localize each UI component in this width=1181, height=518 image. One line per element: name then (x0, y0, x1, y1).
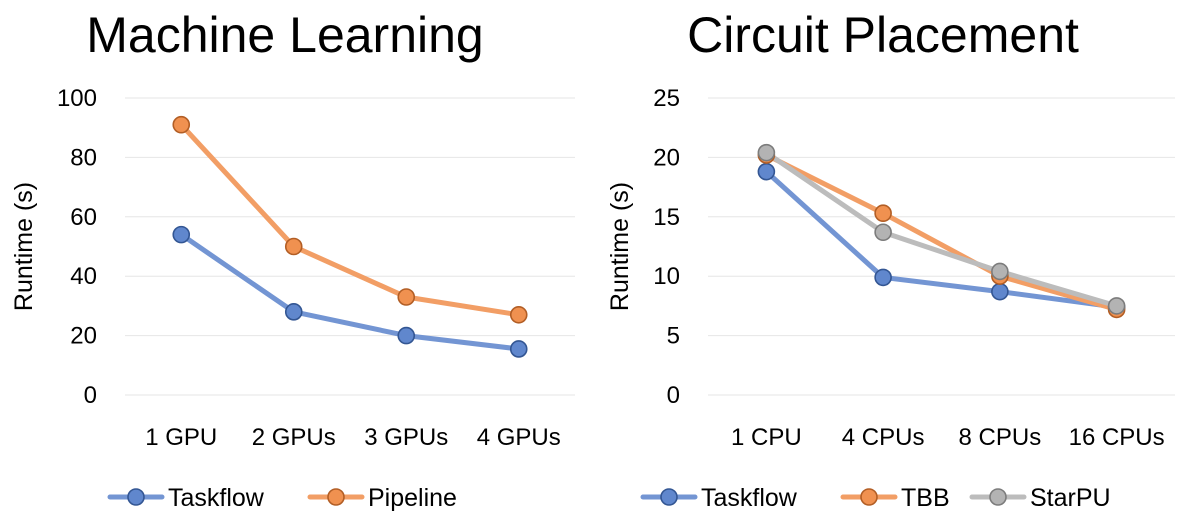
legend-entry-tbb: TBB (840, 484, 950, 512)
data-point-taskflow (172, 225, 191, 244)
data-point-pipeline (172, 115, 191, 134)
series-line-taskflow (178, 232, 522, 352)
data-point-taskflow (509, 340, 528, 358)
y-tick-label: 40 (70, 263, 97, 290)
legend-entry-pipeline: Pipeline (307, 484, 457, 512)
y-tick-label: 60 (70, 204, 97, 231)
legend-entry-taskflow: Taskflow (107, 484, 265, 512)
data-point-pipeline (397, 288, 416, 306)
data-point-taskflow (397, 326, 416, 345)
legend-label: Taskflow (168, 484, 265, 512)
legend-label: Pipeline (368, 484, 457, 512)
data-point-pipeline (284, 237, 303, 256)
data-point-taskflow (757, 162, 776, 181)
data-point-taskflow (991, 282, 1009, 301)
legend-marker (989, 488, 1007, 506)
y-tick-label: 100 (57, 85, 97, 112)
y-tick-label: 0 (84, 382, 97, 409)
x-tick-label: 1 GPU (145, 424, 217, 451)
y-tick-label: 0 (667, 382, 680, 409)
x-tick-label: 1 CPU (731, 424, 802, 451)
x-tick-label: 3 GPUs (364, 424, 448, 451)
legend-entry-taskflow: Taskflow (640, 484, 798, 512)
legend-entry-starpu: StarPU (969, 484, 1111, 512)
series-line-pipeline (178, 122, 522, 318)
series-line-tbb (763, 152, 1120, 312)
chart-title: Machine Learning (86, 7, 484, 63)
x-tick-label: 16 CPUs (1069, 424, 1165, 451)
data-point-taskflow (874, 268, 892, 287)
data-point-starpu (874, 223, 892, 242)
legend-marker (860, 488, 878, 506)
data-point-taskflow (284, 303, 303, 321)
chart-2: Circuit Placement 0 5 10 15 20 25 Runtime (s) 1 … (606, 7, 1175, 512)
x-tick-label: 8 CPUs (959, 424, 1042, 451)
x-tick-label: 4 CPUs (842, 424, 925, 451)
y-tick-label: 20 (70, 323, 97, 350)
legend-label: TBB (901, 484, 950, 512)
y-tick-label: 10 (653, 263, 680, 290)
series-line-taskflow (763, 169, 1120, 310)
data-point-tbb (874, 204, 892, 223)
y-tick-label: 80 (70, 144, 97, 171)
legend-label: Taskflow (701, 484, 798, 512)
legend-marker (660, 488, 678, 506)
legend-label: StarPU (1030, 484, 1111, 512)
legend-marker (327, 488, 345, 506)
data-point-starpu (991, 262, 1009, 281)
data-point-starpu (1107, 297, 1126, 315)
y-tick-label: 15 (653, 204, 680, 231)
data-point-pipeline (509, 306, 528, 324)
chart-1: Machine Learning 0 20 40 60 80 100 Runtime (s) 1… (10, 7, 575, 512)
y-tick-label: 20 (653, 144, 680, 171)
legend-marker (127, 488, 145, 506)
chart-title: Circuit Placement (687, 7, 1079, 63)
x-tick-label: 2 GPUs (252, 424, 336, 451)
x-tick-label: 4 GPUs (477, 424, 561, 451)
series-line-starpu (763, 150, 1120, 309)
y-axis-label: Runtime (s) (606, 182, 634, 311)
y-tick-label: 25 (653, 85, 680, 112)
y-tick-label: 5 (667, 323, 680, 350)
y-axis-label: Runtime (s) (10, 182, 38, 311)
data-point-starpu (757, 143, 776, 162)
